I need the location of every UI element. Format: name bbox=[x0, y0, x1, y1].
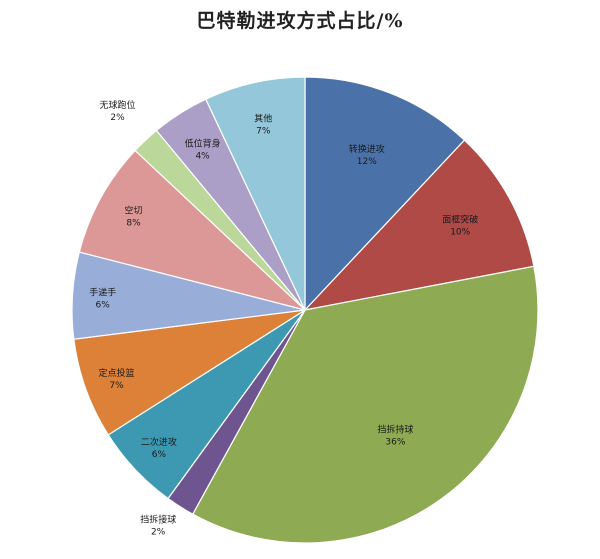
slice-value-label: 4% bbox=[195, 152, 210, 162]
pie-slices bbox=[71, 76, 539, 544]
slice-name-label: 挡拆持球 bbox=[377, 423, 413, 435]
slice-name-label: 挡拆接球 bbox=[140, 514, 176, 526]
slice-value-label: 7% bbox=[256, 127, 271, 137]
pie-slice bbox=[303, 139, 535, 311]
pie-slice bbox=[204, 76, 306, 311]
slice-name-label: 空切 bbox=[124, 205, 142, 217]
pie-slice bbox=[304, 76, 466, 312]
slice-name-label: 定点投篮 bbox=[98, 367, 134, 379]
slice-name-label: 面框突破 bbox=[442, 214, 478, 226]
slice-name-label: 低位背身 bbox=[185, 138, 221, 150]
slice-value-label: 2% bbox=[151, 528, 166, 538]
slice-name-label: 手递手 bbox=[89, 286, 116, 298]
pie-slice bbox=[78, 149, 306, 311]
slice-value-label: 6% bbox=[96, 300, 111, 310]
pie-slice bbox=[73, 309, 306, 436]
slice-name-label: 其他 bbox=[254, 113, 272, 125]
slice-value-label: 8% bbox=[126, 219, 141, 229]
slice-value-label: 6% bbox=[152, 450, 167, 460]
slice-value-label: 36% bbox=[385, 437, 405, 447]
slice-value-label: 2% bbox=[110, 113, 125, 123]
pie-labels: 转换进攻 12% 面框突破 10% 挡拆持球 36% 挡拆接球 2% 二次进攻 6% 定点投篮 7% 手… bbox=[89, 99, 478, 538]
slice-name-label: 无球跑位 bbox=[99, 99, 135, 111]
slice-value-label: 12% bbox=[357, 157, 377, 167]
slice-name-label: 转换进攻 bbox=[349, 143, 385, 155]
slice-value-label: 10% bbox=[450, 228, 470, 238]
pie-slice bbox=[191, 265, 539, 544]
slice-value-label: 7% bbox=[109, 381, 124, 391]
chart-title: 巴特勒进攻方式占比/% bbox=[196, 10, 404, 32]
slice-name-label: 二次进攻 bbox=[141, 436, 177, 448]
